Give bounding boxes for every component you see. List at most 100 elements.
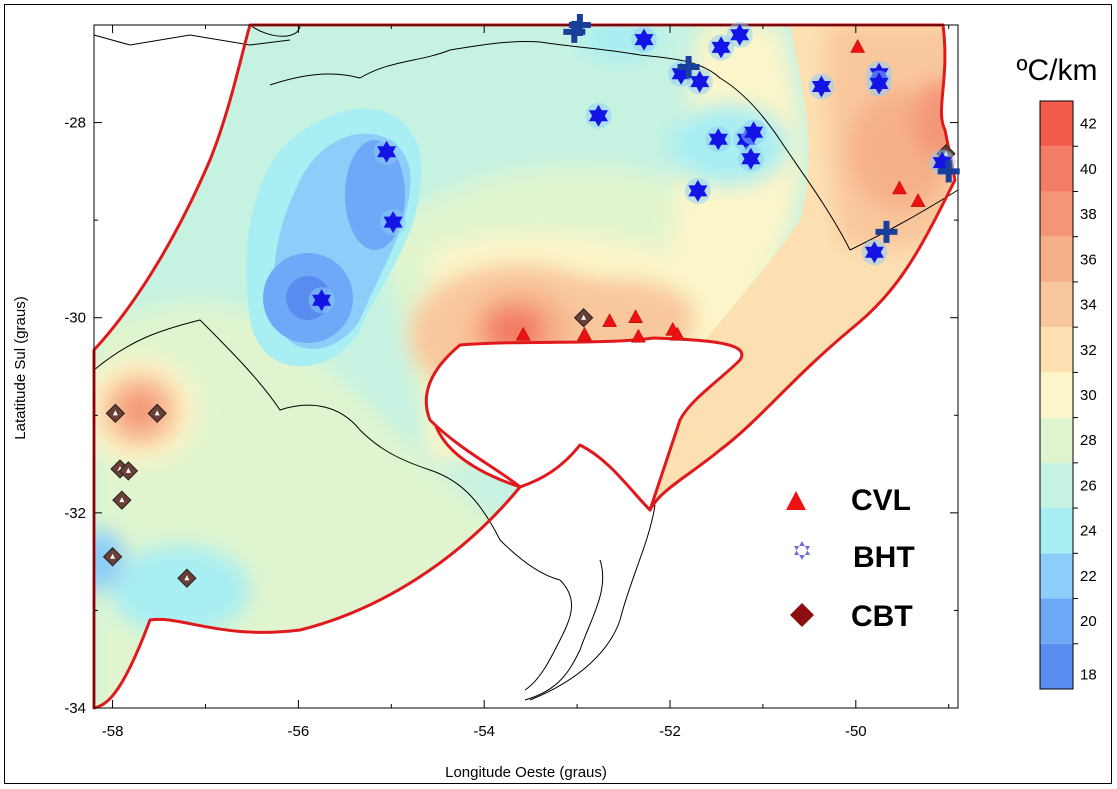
- colorbar-segment: [1040, 553, 1073, 599]
- cbt-site-marker: [118, 461, 139, 481]
- political-boundaries: [93, 24, 959, 701]
- diamond-center-mark: [112, 410, 118, 416]
- x-tick-label: -54: [473, 723, 495, 740]
- cross-site-marker: [875, 220, 898, 243]
- x-axis-ticks: -58 -56 -54 -52 -50: [102, 25, 950, 740]
- star-icon-part: [688, 185, 708, 202]
- colorbar-tick-label: 24: [1080, 523, 1097, 540]
- bht-site-marker: [377, 140, 397, 163]
- y-tick-label: -32: [64, 505, 86, 522]
- bht-site-marker: [708, 128, 728, 151]
- star-icon-part: [634, 34, 654, 51]
- bht-site-marker: [864, 241, 884, 264]
- bht-site-marker: [869, 72, 889, 95]
- field-spot-38: [120, 390, 160, 430]
- colorbar-tick-label: 22: [1080, 568, 1097, 585]
- border-line-7: [524, 559, 604, 701]
- bht-site-marker: [634, 28, 654, 51]
- border-line-3: [849, 189, 959, 251]
- cross-site-marker: [677, 55, 700, 78]
- colorbar-segment: [1040, 236, 1073, 282]
- star-icon-part: [383, 216, 403, 234]
- diamond-center-mark: [110, 553, 116, 559]
- cbt-site-marker: [112, 490, 132, 510]
- diamond-center-mark: [184, 575, 190, 581]
- colorbar-segment: [1040, 191, 1073, 237]
- colorbar-tick-label: 42: [1080, 116, 1097, 133]
- bht-site-marker: [383, 211, 403, 234]
- cross-markers: [563, 14, 960, 243]
- y-tick-label: -30: [64, 310, 86, 327]
- lagoon: [424, 336, 744, 512]
- star-icon-part: [711, 41, 731, 59]
- star-icon: [794, 541, 810, 560]
- star-icon-part: [708, 133, 728, 151]
- diamond-center-mark: [154, 410, 160, 416]
- colorbar-segment: [1040, 598, 1073, 644]
- colorbar-segment: [1040, 372, 1073, 418]
- bht-site-marker: [690, 70, 710, 93]
- legend-label-cvl: CVL: [851, 484, 911, 517]
- cbt-markers: [102, 144, 956, 588]
- cbt-site-marker: [147, 403, 167, 424]
- colorbar-segment: [1040, 101, 1073, 147]
- figure-frame: [4, 4, 1112, 784]
- border-line-8: [529, 504, 656, 701]
- bht-site-marker: [588, 104, 608, 127]
- bht-site-marker: [741, 147, 761, 170]
- diamond-center-mark: [125, 467, 131, 473]
- bht-site-marker: [688, 179, 708, 202]
- field-anomaly-40: [487, 308, 543, 352]
- cvl-markers: [515, 38, 926, 343]
- border-line-6: [524, 579, 573, 691]
- bht-site-marker: [811, 75, 831, 98]
- legend-label-bht: BHT: [853, 541, 915, 574]
- colorbar-border: [1039, 100, 1074, 690]
- cvl-site-marker: [577, 326, 592, 341]
- cvl-site-marker: [670, 326, 685, 341]
- star-icon-part: [377, 146, 397, 163]
- diamond-center-mark: [119, 497, 125, 503]
- field-cool-sw: [110, 545, 250, 635]
- colorbar-tick-label: 38: [1080, 206, 1097, 223]
- bht-site-marker: [711, 36, 731, 59]
- colorbar-tick-label: 26: [1080, 477, 1097, 494]
- star-icon-part: [730, 29, 750, 46]
- colorbar-segment: [1040, 281, 1073, 328]
- legend-label-cbt: CBT: [851, 600, 913, 633]
- cvl-site-marker: [630, 328, 646, 343]
- x-tick-label: -58: [102, 723, 124, 740]
- star-icon-part: [741, 153, 761, 170]
- legend-item-cvl: CVL: [786, 484, 911, 517]
- y-tick-label: -28: [64, 115, 86, 132]
- bht-site-marker: [744, 121, 764, 144]
- bht-site-marker: [730, 23, 750, 46]
- cross-site-marker: [568, 14, 591, 36]
- y-axis-ticks: -28 -30 -32 -34: [64, 115, 958, 717]
- diamond-center-mark: [581, 314, 587, 320]
- border-line-4: [249, 24, 301, 37]
- cbt-site-marker: [102, 547, 123, 567]
- y-axis-label: Latatitude Sul (graus): [12, 296, 29, 439]
- colorbar-segment: [1040, 327, 1073, 373]
- bht-markers: [308, 21, 956, 314]
- x-tick-label: -56: [288, 723, 310, 740]
- field-cool-sw-b: [94, 530, 125, 590]
- border-line-1: [93, 34, 291, 46]
- colorbar-title: ºC/km: [1017, 54, 1098, 87]
- colorbar-tick-label: 20: [1080, 613, 1097, 630]
- cvl-site-marker: [602, 313, 618, 327]
- cvl-site-marker: [628, 309, 644, 323]
- legend: CVL BHT CBT: [786, 484, 915, 633]
- star-icon-part: [811, 81, 831, 98]
- cvl-site-marker: [515, 326, 531, 341]
- x-axis-label: Longitude Oeste (graus): [445, 764, 607, 781]
- colorbar-segment: [1040, 462, 1073, 509]
- x-tick-label: -52: [659, 723, 681, 740]
- legend-item-bht: BHT: [794, 541, 915, 574]
- cbt-site-marker: [573, 308, 594, 328]
- cvl-site-marker: [910, 193, 926, 207]
- legend-item-cbt: CBT: [790, 600, 913, 633]
- star-icon-part: [744, 126, 764, 144]
